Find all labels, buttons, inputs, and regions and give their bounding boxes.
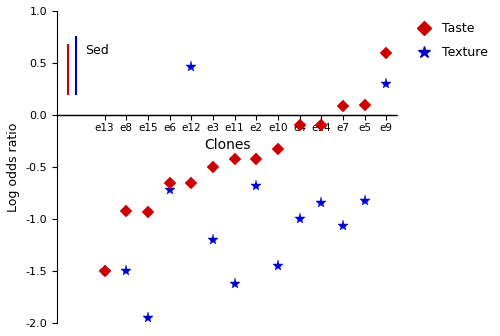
Legend: Taste, Texture: Taste, Texture [406, 17, 492, 65]
X-axis label: Clones: Clones [204, 138, 250, 152]
Y-axis label: Log odds ratio: Log odds ratio [7, 122, 20, 212]
Text: Sed: Sed [85, 44, 109, 57]
